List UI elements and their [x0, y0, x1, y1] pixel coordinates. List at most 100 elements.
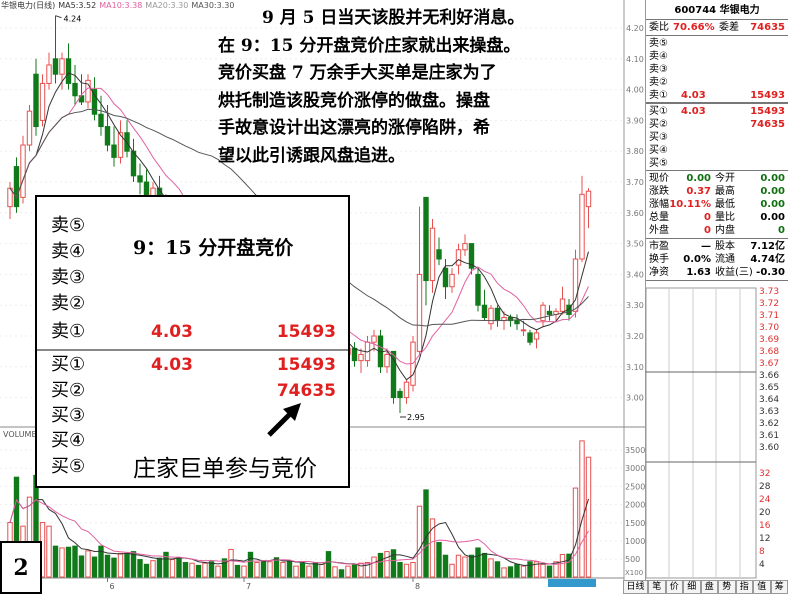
fundamental-row: 市盈 — 股本 7.12亿: [649, 240, 785, 253]
volume-bar: [306, 565, 312, 578]
candle-body: [72, 82, 78, 97]
volume-bar: [208, 561, 215, 578]
high-label: 4.24: [64, 15, 82, 24]
buy-row: 买⑤: [649, 157, 785, 170]
candle-body: [98, 113, 104, 128]
tab-2[interactable]: 价: [665, 580, 683, 594]
tab-8[interactable]: 筹: [770, 580, 788, 594]
quote-value: 0.00: [760, 186, 785, 197]
volume-bar: [143, 563, 150, 578]
quote-value: 0.00: [760, 173, 785, 184]
weicha-value: 74635: [750, 22, 785, 33]
quote-row: 涨跌 0.37 最高 0.00: [649, 185, 785, 198]
volume-bar: [553, 561, 559, 578]
volume-tick: 1000: [625, 537, 645, 546]
candle-body: [468, 243, 475, 269]
sell1-label: 卖①: [51, 321, 86, 342]
quote-panel: 600744 华银电力 委比 70.66% 委差 74635 3.73 3.72 3…: [645, 0, 788, 580]
sell-row: 卖④: [649, 50, 785, 63]
volume-bar: [468, 554, 475, 578]
volume-bar: [189, 562, 195, 578]
sell-label: 卖②: [649, 77, 668, 88]
buy-volume: 74635: [750, 119, 785, 130]
month-label: 6: [110, 582, 115, 591]
volume-bar: [579, 440, 585, 578]
buy-row: 买② 74635: [649, 118, 785, 131]
arrow-icon: [267, 403, 301, 437]
candle-body: [416, 273, 423, 352]
volume-bar: [182, 561, 189, 578]
candle-body: [39, 82, 46, 121]
sell-price: 4.03: [681, 90, 706, 101]
scroll-highlight[interactable]: [548, 579, 596, 587]
quote-value: 0: [704, 212, 711, 223]
candle-body: [540, 304, 546, 322]
mini-vol-tick: 8: [759, 547, 765, 557]
sell5-label: 卖⑤: [51, 215, 86, 236]
candle-body: [46, 64, 52, 84]
fundamental-value: 7.12亿: [750, 241, 785, 252]
candle-body: [579, 193, 585, 260]
buy-volume: 15493: [750, 106, 785, 117]
volume-bar: [377, 552, 384, 578]
tab-6[interactable]: 指: [735, 580, 753, 594]
sell1-price: 4.03: [151, 322, 193, 342]
sell-label: 卖④: [649, 51, 668, 62]
volume-bar: [423, 489, 429, 578]
tab-0[interactable]: 日线: [623, 580, 648, 594]
volume-bar: [501, 567, 507, 578]
volume-bar: [585, 456, 592, 578]
mini-vol-tick: 20: [759, 508, 771, 518]
volume-bar: [163, 551, 169, 578]
volume-bar: [533, 561, 540, 578]
tab-4[interactable]: 盘: [700, 580, 718, 594]
price-tick: 3.80: [626, 147, 644, 156]
mini-price-tick: 3.73: [759, 287, 779, 297]
mini-price-tick: 3.61: [759, 431, 779, 441]
buy-label: 买④: [649, 145, 668, 156]
volume-tick: 3500: [625, 446, 645, 455]
volume-tick: 1500: [625, 519, 645, 528]
sell-row: 卖②: [649, 76, 785, 89]
volume-bar: [527, 561, 533, 578]
candle-body: [117, 132, 124, 158]
stock-title: 600744 华银电力: [674, 5, 760, 16]
annotation-line: 在 9：15 分开盘竞价庄家就出来操盘。: [218, 35, 521, 56]
buy-label: 买①: [649, 106, 668, 117]
volume-tick: 3000: [625, 464, 645, 473]
vol-unit: X100: [625, 569, 643, 577]
volume-bar: [436, 542, 442, 578]
volume-bar: [514, 563, 520, 578]
buy5-label: 买⑤: [51, 456, 86, 477]
volume-bar: [462, 556, 468, 578]
candle-body: [111, 144, 117, 158]
tab-5[interactable]: 势: [718, 580, 736, 594]
candle-body: [520, 329, 527, 332]
mini-vol-tick: 16: [759, 521, 771, 531]
volume-bar: [299, 562, 306, 578]
mini-price-tick: 3.67: [759, 359, 779, 369]
volume-bar: [410, 561, 416, 578]
volume-bar: [429, 518, 436, 578]
tab-7[interactable]: 值: [753, 580, 771, 594]
month-label: 7: [246, 582, 251, 591]
tab-3[interactable]: 细: [683, 580, 701, 594]
volume-bar: [150, 560, 156, 578]
callout-title: 9：15 分开盘竞价: [133, 237, 294, 259]
quote-value: 0: [778, 225, 785, 236]
quote-value: 0: [704, 225, 711, 236]
candle-body: [403, 381, 410, 399]
vol-ma10-line: [9, 498, 589, 565]
volume-bar: [176, 557, 182, 578]
quote-label: 今开: [715, 173, 735, 184]
tab-1[interactable]: 笔: [648, 580, 666, 594]
fundamental-value: 1.63: [686, 267, 711, 278]
volume-bar: [566, 553, 572, 578]
sell4-label: 卖④: [51, 241, 86, 262]
quote-label: 外盘: [649, 225, 669, 236]
low-label: 2.95: [407, 413, 425, 422]
candle-body: [559, 298, 566, 312]
divider: [37, 349, 348, 351]
volume-bar: [481, 552, 488, 578]
volume-bar: [546, 565, 553, 578]
